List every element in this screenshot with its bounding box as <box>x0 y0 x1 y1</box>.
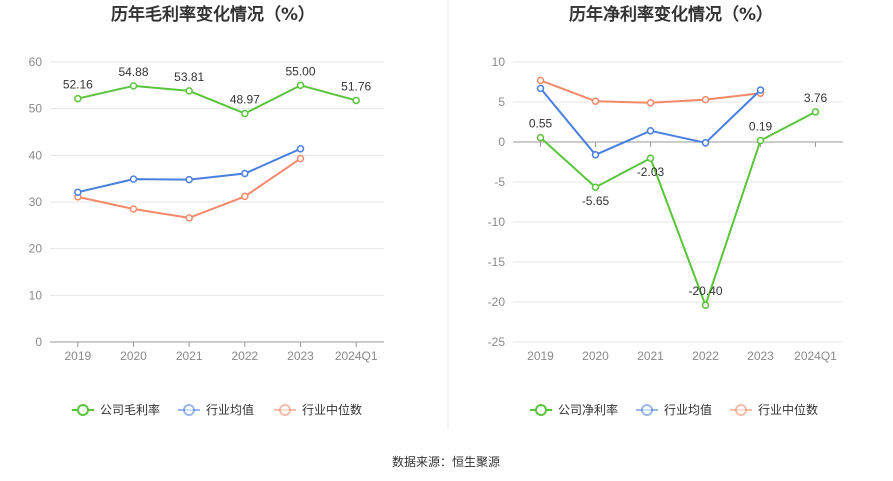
legend-label-industry-avg: 行业均值 <box>664 402 712 417</box>
legend-marker-icon <box>183 404 195 416</box>
y-tick-label: 40 <box>29 148 43 162</box>
y-tick-label: 30 <box>29 195 43 209</box>
company-data-point <box>701 301 710 309</box>
data-label: 51.76 <box>341 79 371 93</box>
company-data-point <box>352 96 360 105</box>
industry-avg-data-point <box>701 139 710 147</box>
gross-margin-chart: 历年毛利率变化情况（%） 0 10 20 30 40 50 60 2019 2020 2021 202… <box>29 4 384 417</box>
industry-median-data-point <box>185 214 193 222</box>
chart-title: 历年毛利率变化情况（%） <box>111 4 315 25</box>
data-label: 0.19 <box>749 119 773 133</box>
industry-median-data-point <box>296 154 305 163</box>
y-tick-label: -15 <box>488 255 506 269</box>
industry-avg-data-point <box>74 188 82 196</box>
x-tick-label: 2023 <box>287 349 314 363</box>
industry-median-data-point <box>701 95 710 104</box>
industry-avg-data-point <box>296 145 305 153</box>
legend-marker-icon <box>641 404 653 416</box>
data-label: 55.00 <box>285 64 315 78</box>
legend-marker-icon <box>535 404 547 416</box>
industry-median-data-point <box>129 205 138 213</box>
y-tick-label: 10 <box>29 288 43 302</box>
x-tick-label: 2024Q1 <box>335 349 378 363</box>
x-tick-label: 2022 <box>692 349 719 363</box>
industry-median-data-point <box>241 192 249 201</box>
y-tick-label: -25 <box>488 335 506 349</box>
data-label: 48.97 <box>230 92 260 106</box>
x-tick-label: 2019 <box>64 349 91 363</box>
y-tick-label: 0 <box>35 335 42 349</box>
company-series-line <box>77 84 357 115</box>
industry-median-series-line <box>77 157 302 219</box>
y-tick-label: 5 <box>498 95 505 109</box>
data-label: -2.03 <box>637 165 665 179</box>
x-tick-label: 2022 <box>231 349 258 363</box>
industry-avg-data-point <box>185 175 193 184</box>
company-data-point <box>74 94 82 103</box>
x-tick-label: 2020 <box>582 349 609 363</box>
company-data-point <box>536 133 545 142</box>
legend-marker-icon <box>735 404 747 416</box>
industry-avg-data-point <box>591 151 600 159</box>
x-tick-label: 2020 <box>120 349 147 363</box>
legend-label-industry-median: 行业中位数 <box>758 402 818 417</box>
y-tick-label: 20 <box>29 242 43 256</box>
y-tick-label: 10 <box>492 55 506 69</box>
data-label: 3.76 <box>804 91 828 105</box>
y-tick-label: -20 <box>488 295 506 309</box>
x-tick-label: 2021 <box>637 349 664 363</box>
industry-avg-data-point <box>646 127 655 135</box>
x-tick-label: 2019 <box>527 349 554 363</box>
legend-label-industry-avg: 行业均值 <box>206 402 254 417</box>
industry-avg-data-point <box>129 175 138 183</box>
data-label: 0.55 <box>529 117 553 131</box>
industry-avg-data-point <box>756 86 765 94</box>
industry-median-data-point <box>536 76 545 85</box>
company-data-point <box>591 183 600 191</box>
company-data-point <box>241 109 249 118</box>
net-margin-chart: 历年净利率变化情况（%） -25 -20 -15 -10 -5 0 5 10 2019 2020 20… <box>488 4 843 417</box>
industry-avg-data-point <box>241 169 249 178</box>
legend-marker-icon <box>279 404 291 416</box>
y-tick-label: 50 <box>29 102 43 116</box>
data-label: -5.65 <box>582 194 610 208</box>
source-note: 数据来源：恒生聚源 <box>392 454 500 469</box>
company-data-point <box>129 82 138 90</box>
company-data-point <box>646 154 655 162</box>
x-tick-label: 2023 <box>747 349 774 363</box>
legend-marker-icon <box>77 404 89 416</box>
chart-title: 历年净利率变化情况（%） <box>569 4 773 25</box>
data-label: 53.81 <box>174 70 204 84</box>
company-data-point <box>296 81 305 90</box>
company-data-point <box>811 108 820 116</box>
data-label: 54.88 <box>118 65 148 79</box>
x-tick-label: 2024Q1 <box>794 349 837 363</box>
data-label: 52.16 <box>63 78 93 92</box>
company-data-point <box>756 136 765 145</box>
y-tick-label: -5 <box>494 175 505 189</box>
y-tick-label: 60 <box>29 55 43 69</box>
legend-label-industry-median: 行业中位数 <box>302 402 362 417</box>
y-tick-label: -10 <box>488 215 506 229</box>
y-tick-label: 0 <box>498 135 505 149</box>
industry-avg-data-point <box>536 84 545 93</box>
industry-median-data-point <box>646 99 655 107</box>
company-data-point <box>185 87 193 95</box>
legend-label-company: 公司净利率 <box>558 402 618 417</box>
x-tick-label: 2021 <box>176 349 203 363</box>
legend-label-company: 公司毛利率 <box>100 402 160 417</box>
company-series-line <box>539 111 816 307</box>
data-label: -20.40 <box>688 284 722 298</box>
industry-median-data-point <box>591 97 600 105</box>
